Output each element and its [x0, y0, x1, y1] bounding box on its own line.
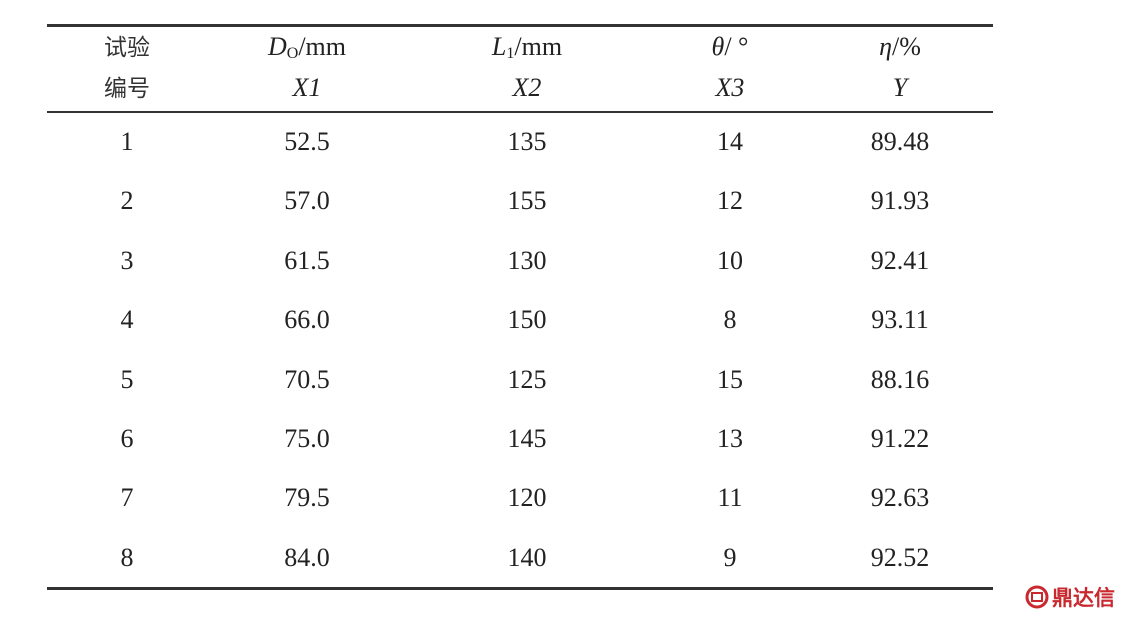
header-line2: X3	[630, 73, 830, 103]
table-cell: 1	[120, 127, 134, 156]
table-cell: 89.48	[870, 127, 930, 156]
header-symbol: D	[267, 32, 287, 61]
table-cell: 84.0	[284, 542, 330, 572]
table-cell: 57.0	[284, 186, 330, 216]
header-line1: η/%	[800, 32, 1000, 62]
header-subscript: O	[286, 45, 299, 62]
header-symbol: η	[879, 32, 892, 61]
header-text: X3	[715, 73, 745, 102]
header-line1: 试验	[27, 32, 227, 63]
table-cell: 125	[507, 364, 547, 394]
table-cell: 11	[717, 483, 743, 513]
watermark: 鼎达信	[1025, 583, 1115, 611]
header-text: Y	[892, 73, 908, 102]
header-line1: θ/ °	[630, 32, 830, 62]
header-line2: Y	[800, 73, 1000, 103]
table-cell: 145	[507, 424, 547, 453]
header-line1: DO/mm	[207, 32, 407, 69]
header-text: 编号	[104, 76, 150, 102]
table-cell: 91.93	[870, 186, 930, 216]
table-cell: 150	[507, 305, 547, 335]
header-rule	[47, 111, 993, 113]
table-cell: 7	[120, 483, 134, 513]
header-text: X2	[512, 73, 542, 102]
table-cell: 52.5	[284, 127, 330, 156]
logo-icon	[1025, 585, 1049, 609]
table-cell: 135	[507, 127, 547, 156]
table-cell: 120	[507, 483, 547, 513]
header-text: 试验	[104, 35, 150, 61]
header-unit: / °	[724, 32, 749, 61]
table-cell: 14	[717, 127, 743, 156]
header-subscript: 1	[506, 45, 515, 62]
table-cell: 155	[507, 186, 547, 216]
table-cell: 92.41	[870, 245, 930, 275]
bottom-rule	[47, 587, 993, 590]
table-cell: 66.0	[284, 305, 330, 335]
header-line2: X2	[427, 73, 627, 103]
table-cell: 79.5	[284, 483, 330, 513]
table-cell: 6	[120, 424, 134, 453]
watermark-text: 鼎达信	[1052, 586, 1115, 610]
table-cell: 8	[120, 542, 134, 572]
table-cell: 91.22	[870, 424, 930, 453]
header-line2: 编号	[27, 73, 227, 104]
table-cell: 75.0	[284, 424, 330, 453]
table-cell: 88.16	[870, 364, 930, 394]
table-cell: 3	[120, 245, 134, 275]
table-cell: 70.5	[284, 364, 330, 394]
header-unit: /%	[892, 32, 921, 61]
header-line1: L1/mm	[427, 32, 627, 69]
table-cell: 4	[120, 305, 134, 335]
table-cell: 15	[717, 364, 743, 394]
top-rule	[47, 24, 993, 27]
table-cell: 92.52	[870, 542, 930, 572]
table-cell: 130	[507, 245, 547, 275]
table-cell: 92.63	[870, 483, 930, 513]
table-cell: 13	[717, 424, 743, 453]
header-unit: /mm	[298, 32, 346, 61]
table-cell: 61.5	[284, 245, 330, 275]
table-cell: 8	[723, 305, 737, 335]
table-cell: 93.11	[871, 305, 929, 335]
header-line2: X1	[207, 73, 407, 103]
table-cell: 5	[120, 364, 134, 394]
header-symbol: θ	[711, 32, 725, 61]
table-cell: 10	[717, 245, 743, 275]
table-cell: 2	[120, 186, 134, 216]
table-cell: 9	[723, 542, 737, 572]
header-symbol: L	[491, 32, 507, 61]
table-cell: 12	[717, 186, 743, 216]
header-unit: /mm	[514, 32, 563, 61]
header-text: X1	[292, 73, 322, 102]
table-cell: 140	[507, 542, 547, 572]
